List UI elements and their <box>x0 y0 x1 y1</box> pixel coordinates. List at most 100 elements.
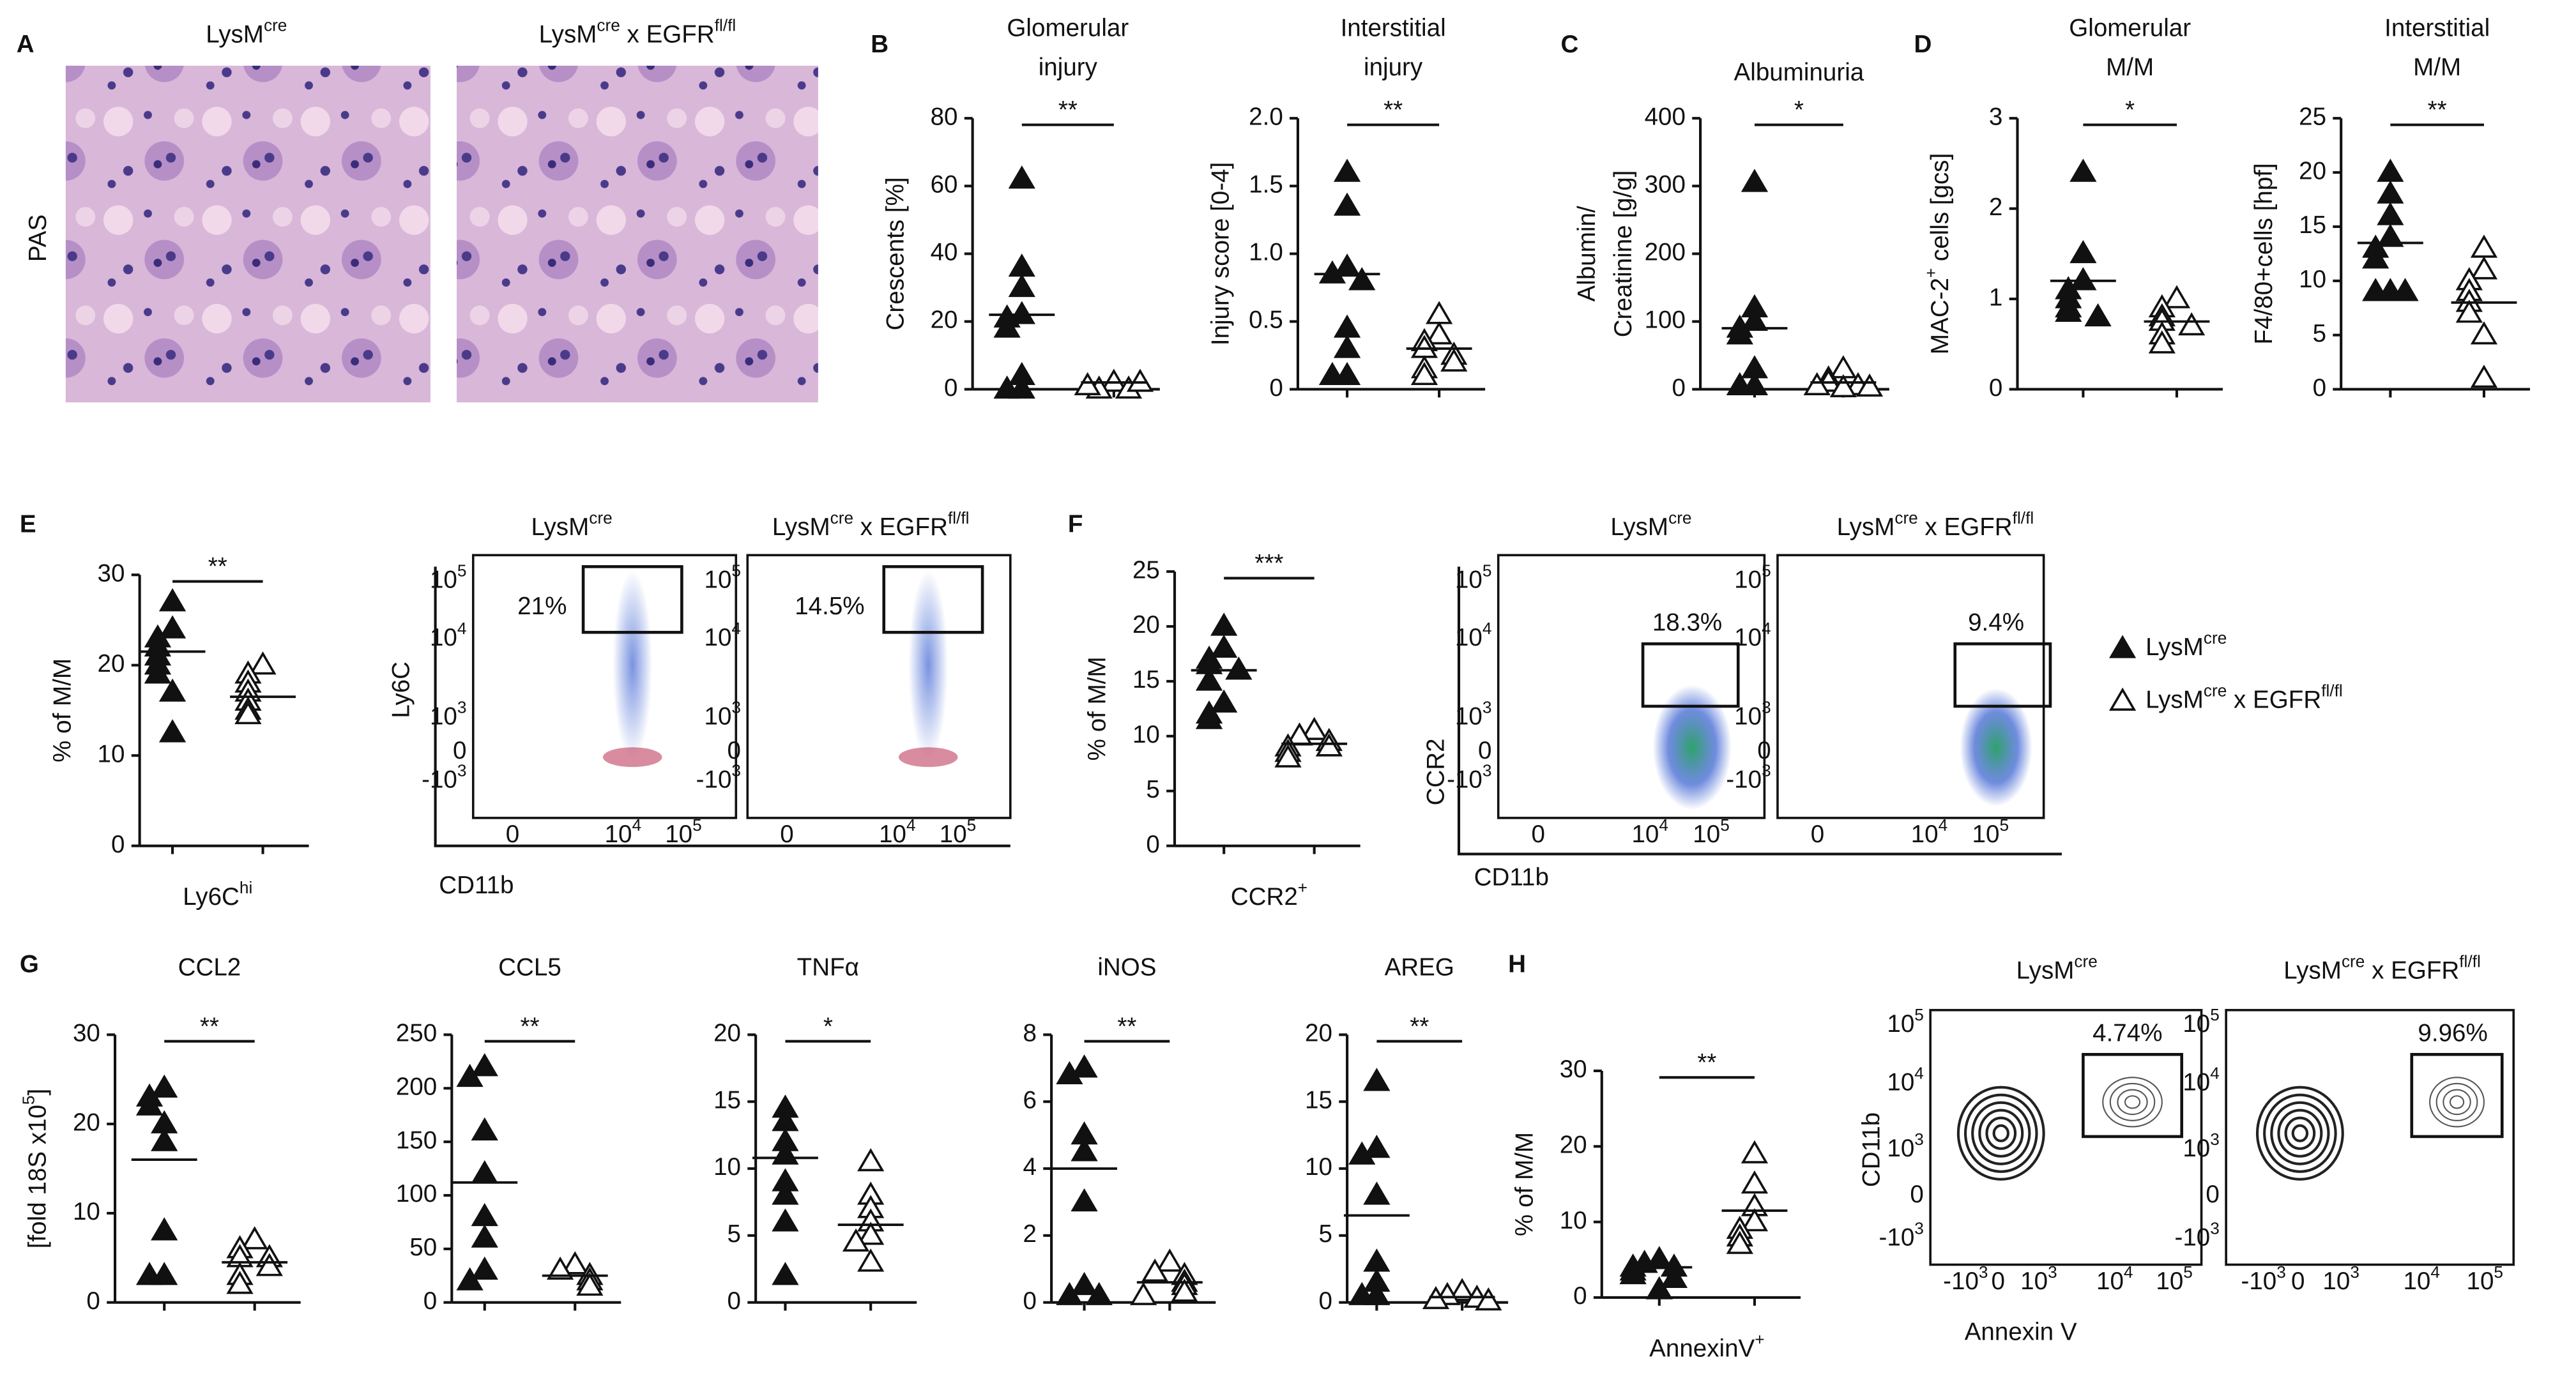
significance: * <box>823 1013 833 1040</box>
filled-triangle <box>471 1117 498 1141</box>
text-run: 0 <box>780 821 793 848</box>
filled-triangle <box>2377 223 2404 247</box>
flow-y-tick-label: 104 <box>1887 1063 1924 1096</box>
panel-letter: F <box>1068 510 1083 538</box>
y-tick-label: 15 <box>713 1086 741 1114</box>
superscript: 4 <box>1659 815 1668 835</box>
text-run: 10 <box>430 566 457 594</box>
flow-x-tick-label: 105 <box>665 815 702 848</box>
filled-triangle <box>1363 1135 1391 1158</box>
filled-triangle <box>1333 192 1361 216</box>
filled-triangle <box>2362 278 2389 301</box>
filled-triangle <box>1225 656 1253 680</box>
text-run: 10 <box>2466 1268 2494 1295</box>
filled-triangle <box>1071 1138 1098 1162</box>
gate <box>1641 642 1740 708</box>
significance: * <box>2125 96 2135 124</box>
y-tick-label: 2.0 <box>1249 103 1283 130</box>
text-run: 10 <box>2156 1268 2183 1295</box>
text-run: 10 <box>940 821 967 848</box>
y-tick-label: 30 <box>73 1020 100 1047</box>
contour <box>1992 1124 2009 1142</box>
text-run: 0 <box>453 737 466 764</box>
text-run: 0 <box>1811 821 1824 848</box>
superscript: 4 <box>2430 1262 2440 1282</box>
superscript: 3 <box>2210 1130 2220 1149</box>
y-tick-label: 0 <box>1023 1287 1037 1315</box>
y-tick-label: 10 <box>1305 1153 1332 1181</box>
flow-y-tick-label: 105 <box>704 561 741 593</box>
contour <box>2284 1116 2316 1150</box>
flow-x-tick-label: 0 <box>1992 1268 2005 1295</box>
filled-triangle <box>2362 245 2389 269</box>
text-run: 0 <box>728 737 741 764</box>
y-tick-label: 0 <box>423 1287 437 1315</box>
superscript: cre <box>2342 952 2365 971</box>
open-triangle <box>1448 1278 1476 1301</box>
flow-y-tick-label: -103 <box>1447 761 1491 793</box>
superscript: 3 <box>2210 1219 2220 1238</box>
text-run: LysM <box>1610 513 1668 541</box>
text-run: 10 <box>1455 624 1482 651</box>
superscript: 3 <box>2048 1262 2057 1282</box>
text-run: 10 <box>704 703 731 731</box>
y-tick-label: 30 <box>1560 1056 1587 1083</box>
significance: ** <box>200 1013 219 1040</box>
y-tick-label: 5 <box>728 1220 741 1248</box>
contour <box>2102 1077 2163 1128</box>
open-triangle <box>1829 374 1857 398</box>
superscript: 4 <box>1914 1063 1924 1082</box>
filled-triangle <box>1741 169 1769 192</box>
open-triangle <box>1171 1278 1198 1302</box>
significance: ** <box>208 553 227 580</box>
y-tick-label: 10 <box>73 1198 100 1225</box>
gate-percentage: 4.74% <box>2092 1020 2162 1047</box>
filled-triangle <box>1056 1282 1083 1305</box>
superscript: 3 <box>2276 1262 2286 1282</box>
superscript: 4 <box>1939 815 1948 835</box>
y-axis-label: F4/80+cells [hpf] <box>2250 163 2278 344</box>
flow-y-label: Ly6C <box>387 662 415 718</box>
flow-y-tick-label: 103 <box>2183 1130 2220 1162</box>
gate <box>2082 1052 2184 1139</box>
text-run: 10 <box>2020 1268 2048 1295</box>
superscript: 5 <box>1914 1005 1924 1024</box>
contour <box>2270 1101 2330 1165</box>
filled-triangle <box>471 1202 498 1227</box>
text-run: 10 <box>704 566 731 594</box>
text-run: 10 <box>430 703 457 731</box>
significance: ** <box>1058 96 1078 124</box>
filled-triangle <box>993 314 1021 338</box>
text-run: -10 <box>2241 1268 2276 1295</box>
filled-triangle <box>1333 335 1361 358</box>
panel-letter: B <box>871 31 888 58</box>
open-triangle <box>255 1253 283 1276</box>
text-run: 10 <box>1455 566 1482 594</box>
y-tick-label: 20 <box>98 650 125 678</box>
contour <box>2429 1077 2485 1128</box>
open-triangle <box>2108 687 2137 711</box>
flow-y-label: CD11b <box>1857 1112 1885 1187</box>
y-tick-label: 10 <box>1560 1207 1587 1234</box>
filled-triangle <box>2069 239 2097 264</box>
text-run: -10 <box>2175 1224 2211 1252</box>
text-run: 10 <box>2183 1069 2210 1096</box>
significance: ** <box>1117 1013 1136 1040</box>
superscript: 5 <box>967 815 977 835</box>
superscript: fl/fl <box>715 16 736 35</box>
filled-triangle <box>144 660 172 684</box>
superscript: fl/fl <box>2459 952 2481 971</box>
filled-triangle <box>456 1063 484 1087</box>
significance: * <box>1794 96 1804 124</box>
filled-triangle <box>471 1224 498 1248</box>
text-run: x EGFR <box>1918 513 2013 541</box>
chart-title: AREG <box>1385 954 1454 981</box>
superscript: cre <box>2074 952 2097 971</box>
y-tick-label: 10 <box>713 1153 741 1181</box>
text-run: 10 <box>879 821 906 848</box>
x-axis-label: Ly6Chi <box>183 878 252 911</box>
contour <box>2263 1093 2337 1173</box>
text-run: 10 <box>1734 624 1762 651</box>
filled-triangle <box>456 1267 484 1291</box>
